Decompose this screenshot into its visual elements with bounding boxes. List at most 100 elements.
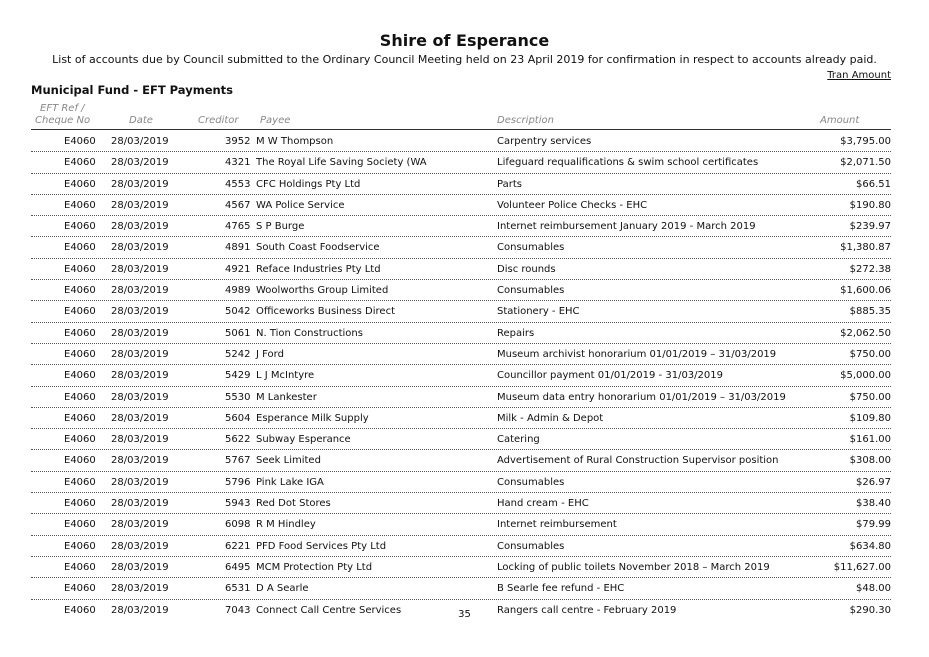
description-cell: Consumables	[497, 476, 565, 488]
creditor-cell: 5604	[225, 412, 251, 424]
description-cell: Advertisement of Rural Construction Supe…	[497, 455, 779, 467]
amount-cell: $161.00	[849, 434, 891, 446]
description-cell: Stationery - EHC	[497, 306, 580, 318]
description-cell: Museum data entry honorarium 01/01/2019 …	[497, 391, 786, 403]
creditor-cell: 6098	[225, 519, 251, 531]
amount-cell: $2,062.50	[840, 327, 891, 339]
table-row: E4060 28/03/2019 5796 Pink Lake IGA Consumab…	[31, 472, 891, 494]
payee-cell: WA Police Service	[256, 199, 345, 211]
amount-cell: $308.00	[849, 455, 891, 467]
amount-cell: $2,071.50	[840, 157, 891, 169]
payee-cell: J Ford	[256, 348, 284, 360]
table-row: E4060 28/03/2019 4989 Woolworths Group Limi…	[31, 280, 891, 302]
payee-cell: N. Tion Constructions	[256, 327, 363, 339]
table-row: E4060 28/03/2019 5767 Seek Limited Advertise…	[31, 450, 891, 472]
amount-cell: $1,380.87	[840, 242, 891, 254]
amount-cell: $48.00	[856, 583, 891, 595]
ref-cell: E4060	[64, 199, 96, 211]
date-cell: 28/03/2019	[111, 434, 169, 446]
amount-cell: $11,627.00	[833, 561, 891, 573]
ref-cell: E4060	[64, 604, 96, 616]
date-cell: 28/03/2019	[111, 136, 169, 147]
creditor-cell: 5796	[225, 476, 251, 488]
creditor-cell: 4321	[225, 157, 251, 169]
payee-cell: Seek Limited	[256, 455, 321, 467]
table-row: E4060 28/03/2019 6221 PFD Food Services Pty…	[31, 536, 891, 557]
creditor-cell: 5042	[225, 306, 251, 318]
creditor-cell: 5242	[225, 348, 251, 360]
creditor-cell: 5767	[225, 455, 251, 467]
payee-cell: Esperance Milk Supply	[256, 412, 369, 424]
amount-cell: $239.97	[849, 221, 891, 233]
date-cell: 28/03/2019	[111, 327, 169, 339]
table-row: E4060 28/03/2019 5042 Officeworks Business …	[31, 301, 891, 323]
amount-cell: $1,600.06	[840, 285, 891, 297]
ref-cell: E4060	[64, 136, 96, 147]
description-cell: Carpentry services	[497, 136, 592, 147]
description-cell: Hand cream - EHC	[497, 498, 589, 510]
payee-cell: South Coast Foodservice	[256, 242, 380, 254]
table-row: E4060 28/03/2019 7043 Connect Call Centre S…	[31, 600, 891, 620]
payee-cell: MCM Protection Pty Ltd	[256, 561, 373, 573]
ref-cell: E4060	[64, 391, 96, 403]
page-subtitle: List of accounts due by Council submitte…	[52, 53, 877, 66]
date-cell: 28/03/2019	[111, 178, 169, 190]
description-cell: Consumables	[497, 285, 565, 297]
ref-cell: E4060	[64, 178, 96, 190]
table-row: E4060 28/03/2019 5622 Subway Esperance Cater…	[31, 429, 891, 451]
table-row: E4060 28/03/2019 5061 N. Tion Constructions…	[31, 323, 891, 344]
column-header-ref-line1: EFT Ref /	[40, 103, 85, 114]
date-cell: 28/03/2019	[111, 199, 169, 211]
table-row: E4060 28/03/2019 6531 D A Searle B Searle fe…	[31, 578, 891, 600]
date-cell: 28/03/2019	[111, 540, 169, 552]
ref-cell: E4060	[64, 498, 96, 510]
ref-cell: E4060	[64, 221, 96, 233]
table-row: E4060 28/03/2019 5242 J Ford Museum archivis…	[31, 344, 891, 366]
description-cell: Museum archivist honorarium 01/01/2019 –…	[497, 348, 777, 360]
date-cell: 28/03/2019	[111, 263, 169, 275]
creditor-cell: 4553	[225, 178, 251, 190]
amount-cell: $38.40	[856, 498, 891, 510]
ref-cell: E4060	[64, 476, 96, 488]
payee-cell: M Lankester	[256, 391, 317, 403]
table-row: E4060 28/03/2019 5943 Red Dot Stores Hand cr…	[31, 493, 891, 515]
table-row: E4060 28/03/2019 5429 L J McIntyre Councillo…	[31, 365, 891, 387]
table-row: E4060 28/03/2019 6098 R M Hindley Internet r…	[31, 514, 891, 536]
column-header-ref-line2: Cheque No	[35, 115, 91, 126]
date-cell: 28/03/2019	[111, 348, 169, 360]
page-number: 35	[458, 609, 471, 620]
amount-cell: $885.35	[849, 306, 891, 318]
description-cell: Councillor payment 01/01/2019 - 31/03/20…	[497, 370, 723, 382]
ref-cell: E4060	[64, 434, 96, 446]
description-cell: Volunteer Police Checks - EHC	[497, 199, 648, 211]
section-heading: Municipal Fund - EFT Payments	[31, 83, 234, 97]
table-row: E4060 28/03/2019 6495 MCM Protection Pty Lt…	[31, 557, 891, 579]
payee-cell: D A Searle	[256, 583, 309, 595]
date-cell: 28/03/2019	[111, 370, 169, 382]
description-cell: Internet reimbursement January 2019 - Ma…	[497, 221, 756, 233]
description-cell: Consumables	[497, 540, 565, 552]
creditor-cell: 4891	[225, 242, 251, 254]
creditor-cell: 4765	[225, 221, 251, 233]
ref-cell: E4060	[64, 583, 96, 595]
table-row: E4060 28/03/2019 5604 Esperance Milk Supply…	[31, 408, 891, 430]
column-header-date: Date	[129, 115, 153, 126]
ref-cell: E4060	[64, 561, 96, 573]
creditor-cell: 5061	[225, 327, 251, 339]
amount-cell: $190.80	[849, 199, 891, 211]
amount-cell: $750.00	[849, 348, 891, 360]
date-cell: 28/03/2019	[111, 476, 169, 488]
column-header-creditor: Creditor	[198, 115, 239, 126]
payee-cell: Officeworks Business Direct	[256, 306, 395, 318]
description-cell: Milk - Admin & Depot	[497, 412, 604, 424]
payee-cell: CFC Holdings Pty Ltd	[256, 178, 361, 190]
payee-cell: R M Hindley	[256, 519, 316, 531]
description-cell: Internet reimbursement	[497, 519, 617, 531]
creditor-cell: 5530	[225, 391, 251, 403]
description-cell: Catering	[497, 434, 540, 446]
payee-cell: Subway Esperance	[256, 434, 351, 446]
payee-cell: Reface Industries Pty Ltd	[256, 263, 381, 275]
ref-cell: E4060	[64, 242, 96, 254]
column-header-description: Description	[497, 115, 554, 126]
description-cell: Rangers call centre - February 2019	[497, 604, 677, 616]
